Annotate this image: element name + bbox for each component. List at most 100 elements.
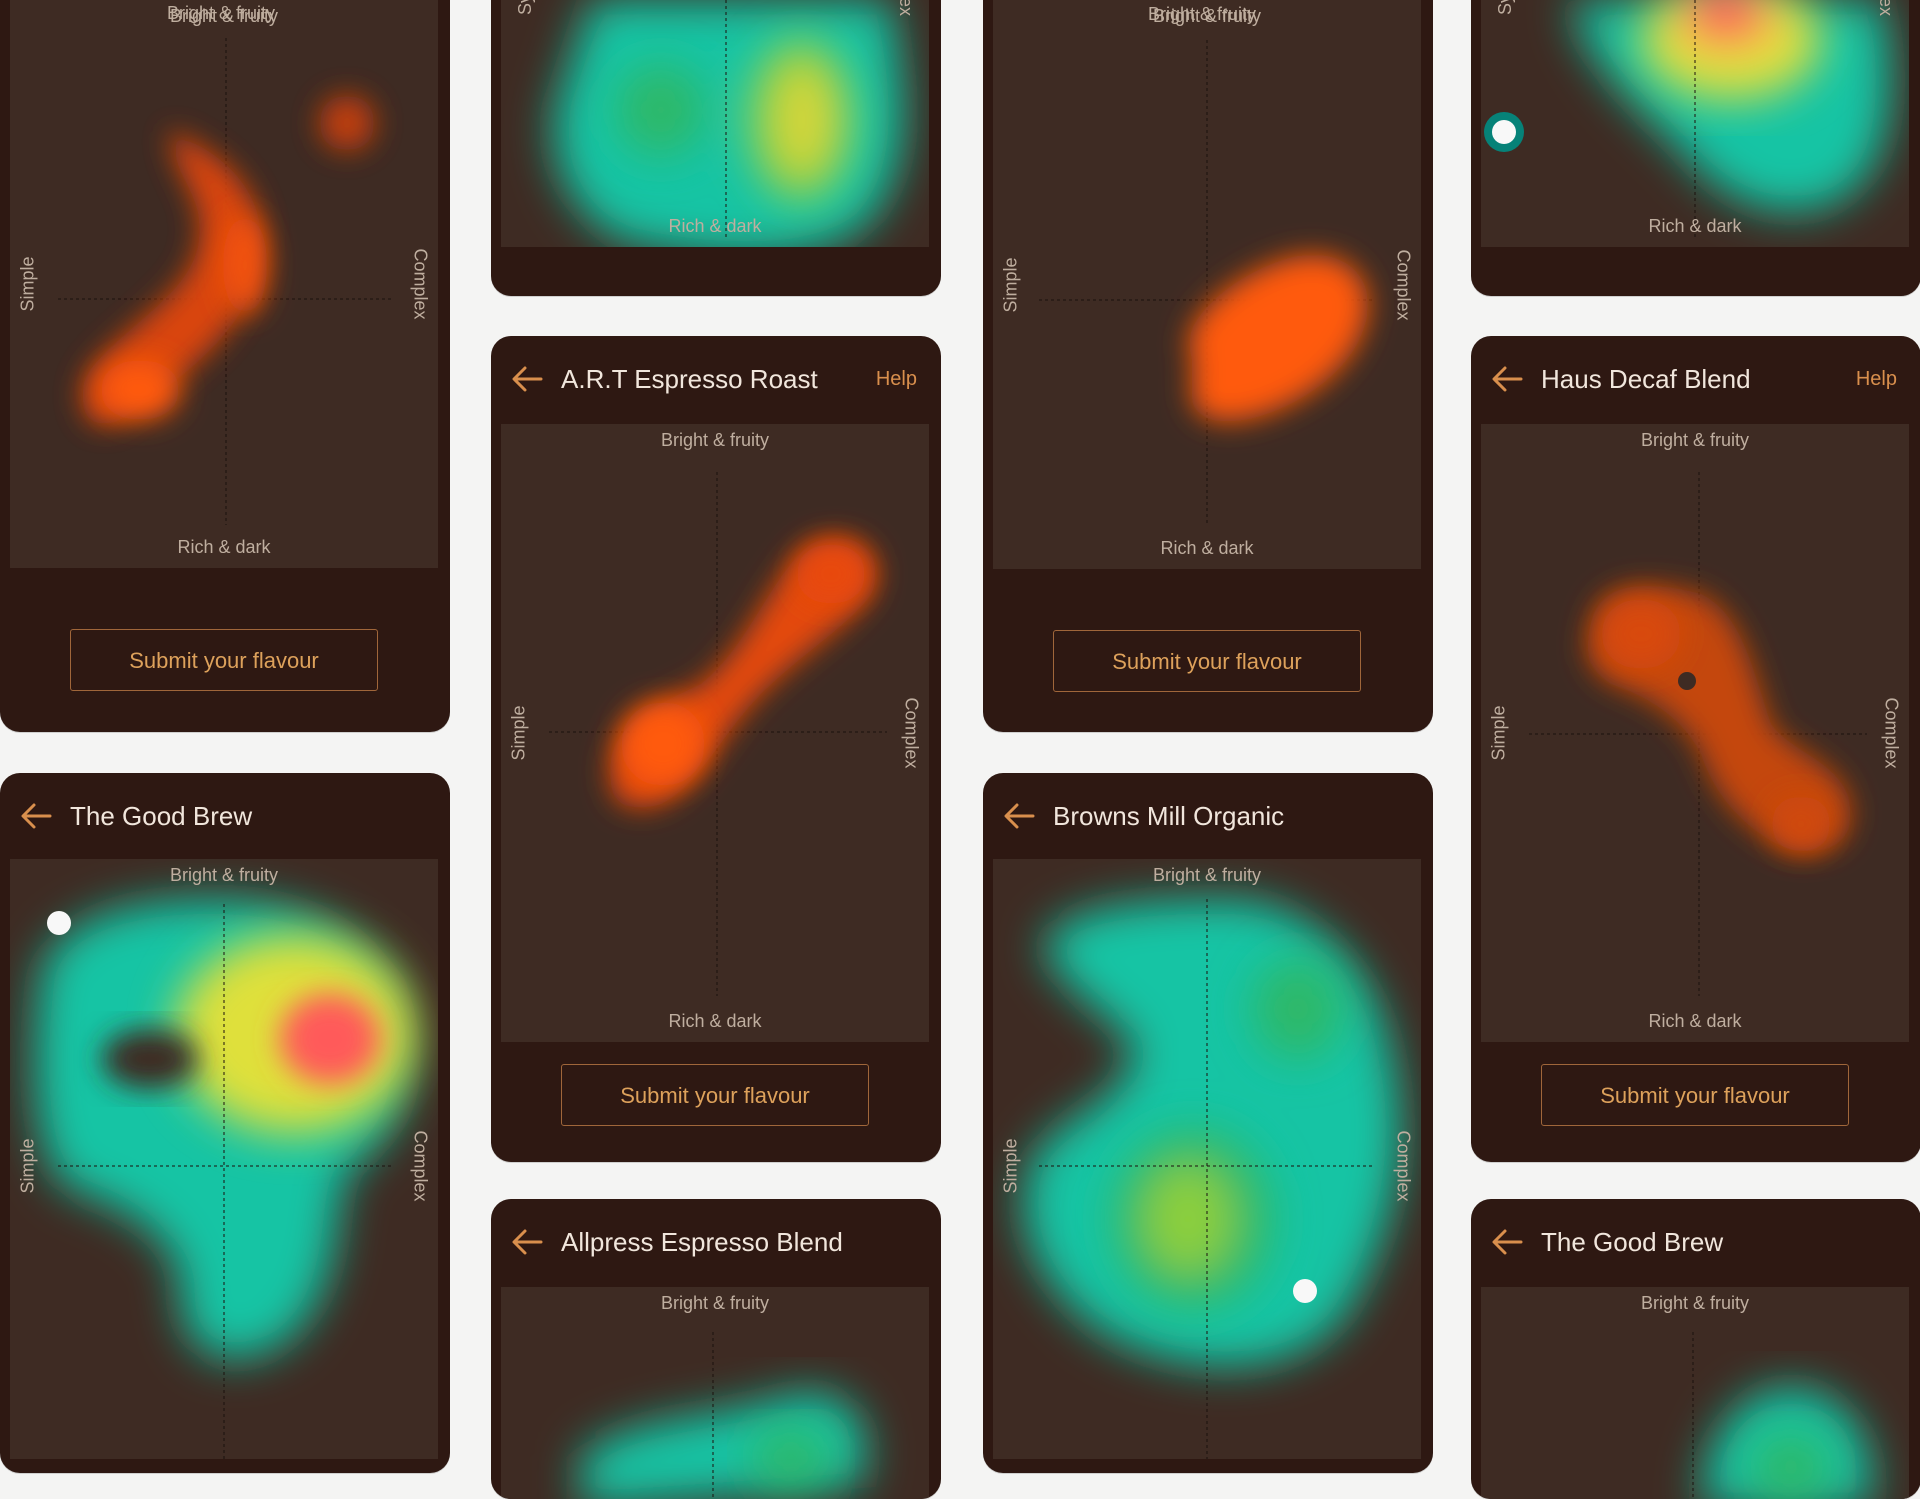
card-header: Browns Mill Organic xyxy=(983,773,1433,859)
heat-blob-red xyxy=(280,994,380,1084)
arrow-left-icon[interactable] xyxy=(16,795,58,837)
flavour-heatmap xyxy=(1022,899,1401,1459)
axis-label-left: Simple xyxy=(1488,705,1509,761)
submit-flavour-button[interactable]: Submit your flavour xyxy=(1541,1064,1849,1126)
flavour-map[interactable]: Bright & fruity Simple Complex xyxy=(993,859,1421,1459)
card-header: Allpress Espresso Blend xyxy=(491,1199,941,1285)
flavour-card-4: Rich & dark Sy ex xyxy=(1471,0,1920,296)
axis-label-bottom: Rich & dark xyxy=(1648,216,1742,236)
axis-label-right: Complex xyxy=(1393,248,1414,321)
submit-flavour-button[interactable]: Submit your flavour xyxy=(70,629,378,691)
user-marker[interactable] xyxy=(47,911,71,935)
axis-label-right: Complex xyxy=(410,1130,431,1202)
flavour-heatmap xyxy=(553,0,904,247)
flavour-map[interactable]: Bright & fruity xyxy=(501,1287,929,1499)
flavour-map[interactable]: Bright & fruity Rich & dark Simple Compl… xyxy=(993,0,1421,569)
user-marker[interactable] xyxy=(1293,1279,1317,1303)
user-marker[interactable] xyxy=(1492,120,1516,144)
flavour-heatmap xyxy=(1529,472,1867,996)
heat-blob-core xyxy=(1601,599,1831,852)
heat-blob-orange xyxy=(1188,254,1369,422)
heat-blob-orange xyxy=(81,95,375,426)
flavour-map[interactable]: Bright & fruity xyxy=(1481,1287,1909,1499)
axis-label-right-cut: ex xyxy=(1875,0,1896,17)
flavour-heatmap xyxy=(581,1332,867,1499)
heat-blob-teal xyxy=(553,0,904,247)
card-title: Browns Mill Organic xyxy=(1053,801,1285,831)
axis-label-right: Complex xyxy=(1393,1130,1414,1202)
card-header: A.R.T Espresso Roast Help xyxy=(491,336,941,422)
flavour-card-1: Bright & fruity Rich & dark Simple Compl… xyxy=(0,0,450,732)
heat-blob-green xyxy=(751,1427,831,1487)
arrow-left-icon[interactable] xyxy=(507,1221,549,1263)
axis-label-bottom: Rich & dark xyxy=(668,1011,762,1031)
flavour-map[interactable]: Bright & fruity Rich & dark Simple Compl… xyxy=(1481,424,1909,1042)
heat-blob-green xyxy=(616,40,851,200)
flavour-map[interactable]: Bright & fruity Simple Complex xyxy=(10,859,438,1459)
card-header: The Good Brew xyxy=(0,773,450,859)
card-title: The Good Brew xyxy=(70,801,253,831)
flavour-card-good-brew-2: The Good Brew Bright & fruity xyxy=(1471,1199,1920,1499)
axis-label-bottom: Rich & dark xyxy=(668,216,762,236)
flavour-card-browns-mill: Browns Mill Organic Bright & fruity Simp… xyxy=(983,773,1433,1473)
heat-blob-core xyxy=(100,215,267,420)
arrow-left-icon[interactable] xyxy=(999,795,1041,837)
axis-label-right: Complex xyxy=(1881,697,1902,769)
axis-label-top-cut-3: Bright & fruity xyxy=(1148,4,1257,24)
submit-flavour-button[interactable]: Submit your flavour xyxy=(561,1064,869,1126)
flavour-map[interactable]: Rich & dark Sy ex xyxy=(501,0,929,247)
axis-label-right-cut: ex xyxy=(895,0,916,17)
heat-hole xyxy=(102,1029,198,1089)
heat-blob-core xyxy=(621,544,866,786)
card-title: Allpress Espresso Blend xyxy=(561,1227,843,1257)
axis-label-right: Complex xyxy=(410,248,431,320)
heat-blob-yellow xyxy=(1641,0,1821,100)
arrow-left-icon[interactable] xyxy=(1487,358,1529,400)
axis-label-bottom: Rich & dark xyxy=(1648,1011,1742,1031)
help-link[interactable]: Help xyxy=(875,368,917,390)
axis-label-top: Bright & fruity xyxy=(1152,6,1262,26)
flavour-map[interactable]: Bright & fruity Rich & dark Simple Compl… xyxy=(501,424,929,1042)
arrow-left-icon[interactable] xyxy=(507,358,549,400)
submit-flavour-button[interactable]: Submit your flavour xyxy=(1053,630,1361,692)
axis-label-bottom: Rich & dark xyxy=(177,537,271,557)
axis-label-top: Bright & fruity xyxy=(660,430,770,450)
axis-label-bottom: Rich & dark xyxy=(1160,538,1254,558)
flavour-card-allpress: Allpress Espresso Blend Bright & fruity xyxy=(491,1199,941,1499)
axis-label-top: Bright & fruity xyxy=(1152,865,1262,885)
axis-label-left-cut: Sy xyxy=(515,0,536,16)
flavour-heatmap xyxy=(549,472,887,996)
heat-hole xyxy=(1678,672,1696,690)
flavour-card-art-espresso: A.R.T Espresso Roast Help Bright & fruit… xyxy=(491,336,941,1162)
flavour-card-haus-decaf: Haus Decaf Blend Help Bright & fruity Ri… xyxy=(1471,336,1920,1162)
flavour-card-good-brew: The Good Brew Bright & fruity Simple Com… xyxy=(0,773,450,1473)
axis-label-left: Simple xyxy=(1000,1138,1021,1194)
flavour-map[interactable]: Bright & fruity Rich & dark Simple Compl… xyxy=(10,0,438,568)
axis-label-left-cut: Sy xyxy=(1495,0,1516,16)
flavour-heatmap xyxy=(1039,40,1375,525)
flavour-map[interactable]: Rich & dark Sy ex xyxy=(1481,0,1909,247)
arrow-left-icon[interactable] xyxy=(1487,1221,1529,1263)
flavour-heatmap xyxy=(1692,1332,1873,1499)
flavour-card-2: Rich & dark Sy ex xyxy=(491,0,941,296)
card-title: The Good Brew xyxy=(1541,1227,1724,1257)
axis-label-top: Bright & fruity xyxy=(169,865,279,885)
axis-label-right: Complex xyxy=(901,697,922,769)
axis-label-left: Simple xyxy=(1000,256,1021,313)
flavour-heatmap xyxy=(58,38,392,525)
card-header: Haus Decaf Blend Help xyxy=(1471,336,1920,422)
axis-label-left: Simple xyxy=(17,256,38,312)
flavour-card-3: Bright & fruity Rich & dark Simple Compl… xyxy=(983,0,1433,732)
axis-label-left: Simple xyxy=(508,705,529,761)
axis-label-top: Bright & fruity xyxy=(169,6,279,26)
axis-label-top: Bright & fruity xyxy=(1640,1293,1750,1313)
axis-label-left: Simple xyxy=(17,1138,38,1194)
help-link[interactable]: Help xyxy=(1855,368,1897,390)
heat-blob-green xyxy=(1751,1432,1831,1499)
flavour-heatmap xyxy=(1571,0,1891,240)
card-title: A.R.T Espresso Roast xyxy=(561,364,818,394)
card-header: The Good Brew xyxy=(1471,1199,1920,1285)
heat-blob-green xyxy=(1113,959,1343,1309)
axis-label-top: Bright & fruity xyxy=(660,1293,770,1313)
flavour-heatmap xyxy=(34,899,415,1459)
